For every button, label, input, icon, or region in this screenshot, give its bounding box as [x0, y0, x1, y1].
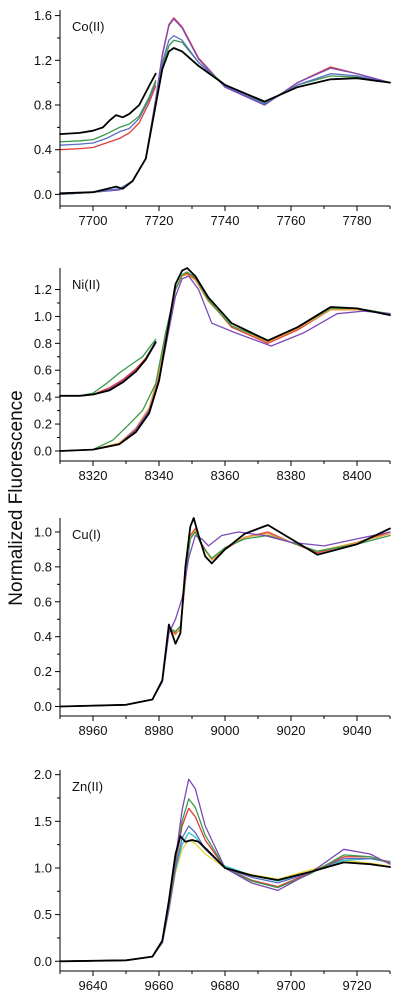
series-line-co-ii-6	[59, 81, 157, 146]
series-line-ni-ii-4	[59, 267, 391, 452]
y-tick-label-ni-ii-0: 0.0	[34, 443, 52, 458]
x-tick-label-co-ii-4: 7780	[343, 213, 372, 228]
series-line-zn-ii-4	[59, 798, 391, 962]
x-tick-label-ni-ii-1: 8340	[145, 468, 174, 483]
y-tick-label-ni-ii-2: 0.4	[34, 390, 52, 405]
x-tick-label-cu-i-2: 9000	[211, 723, 240, 738]
x-tick-label-cu-i-1: 8980	[145, 723, 174, 738]
series-line-co-ii-1	[59, 18, 391, 196]
x-tick-label-cu-i-4: 9040	[343, 723, 372, 738]
x-tick-label-zn-ii-0: 9640	[79, 978, 108, 993]
series-line-co-ii-4	[59, 47, 391, 195]
x-tick-label-co-ii-3: 7760	[277, 213, 306, 228]
x-tick-label-co-ii-1: 7720	[145, 213, 174, 228]
panel-cu-i: 0.0 0.2 0.4 0.6 0.8 1.0 8960 8980 9000 9020 9040 Cu…	[34, 517, 391, 738]
y-tick-label-ni-ii-5: 1.0	[34, 309, 52, 324]
panel-label-zn-ii: Zn(II)	[72, 779, 103, 794]
panel-zn-ii: 0.0 0.5 1.0 1.5 2.0 9640 9660 9680 9700 9720 Zn(II…	[34, 767, 391, 993]
y-tick-label-cu-i-3: 0.6	[34, 594, 52, 609]
y-tick-label-cu-i-5: 1.0	[34, 524, 52, 539]
series-line-co-ii-3	[59, 35, 391, 196]
panel-label-co-ii: Co(II)	[72, 19, 105, 34]
x-tick-label-cu-i-0: 8960	[79, 723, 108, 738]
y-tick-label-zn-ii-0: 0.0	[34, 954, 52, 969]
x-tick-label-ni-ii-0: 8320	[79, 468, 108, 483]
series-line-co-ii-8	[59, 72, 157, 135]
x-tick-label-zn-ii-1: 9660	[145, 978, 174, 993]
series-line-ni-ii-3	[59, 275, 391, 452]
series-line-co-ii-0	[59, 17, 391, 196]
x-tick-label-co-ii-0: 7700	[79, 213, 108, 228]
series-line-ni-ii-8	[59, 341, 157, 397]
y-axis-title: Normalized Fluorescence	[6, 390, 27, 605]
series-line-co-ii-5	[59, 85, 157, 151]
x-tick-label-ni-ii-4: 8400	[343, 468, 372, 483]
series-line-co-ii-2	[59, 39, 391, 196]
x-tick-label-cu-i-3: 9020	[277, 723, 306, 738]
series-line-zn-ii-2	[59, 825, 391, 962]
y-tick-label-co-ii-0: 0.0	[34, 187, 52, 202]
y-tick-label-cu-i-4: 0.8	[34, 559, 52, 574]
y-tick-label-cu-i-0: 0.0	[34, 699, 52, 714]
panel-label-cu-i: Cu(I)	[72, 527, 101, 542]
x-tick-label-zn-ii-2: 9680	[211, 978, 240, 993]
x-tick-label-zn-ii-3: 9700	[277, 978, 306, 993]
y-tick-label-co-ii-2: 0.8	[34, 98, 52, 113]
series-line-ni-ii-2	[59, 271, 391, 452]
panel-ni-ii: 0.0 0.2 0.4 0.6 0.8 1.0 1.2 8320 8340 8360 8380 840…	[34, 267, 391, 483]
y-tick-label-ni-ii-3: 0.6	[34, 363, 52, 378]
x-tick-label-ni-ii-2: 8360	[211, 468, 240, 483]
y-tick-label-co-ii-3: 1.2	[34, 53, 52, 68]
series-line-zn-ii-3	[59, 807, 391, 962]
series-line-zn-ii-5	[59, 778, 391, 962]
series-line-ni-ii-0	[59, 272, 391, 452]
x-tick-label-zn-ii-4: 9720	[343, 978, 372, 993]
series-line-cu-i-4	[59, 517, 391, 708]
y-tick-label-co-ii-1: 0.4	[34, 142, 52, 157]
y-tick-label-zn-ii-1: 0.5	[34, 907, 52, 922]
y-tick-label-cu-i-2: 0.4	[34, 629, 52, 644]
y-tick-label-ni-ii-6: 1.2	[34, 282, 52, 297]
y-tick-label-cu-i-1: 0.2	[34, 664, 52, 679]
x-tick-label-co-ii-2: 7740	[211, 213, 240, 228]
series-line-co-ii-7	[59, 79, 157, 143]
series-line-ni-ii-7	[59, 338, 157, 397]
series-line-cu-i-1	[59, 529, 391, 708]
y-tick-label-ni-ii-4: 0.8	[34, 336, 52, 351]
x-tick-label-ni-ii-3: 8380	[277, 468, 306, 483]
y-tick-label-co-ii-4: 1.6	[34, 8, 52, 23]
series-line-cu-i-2	[59, 531, 391, 708]
series-line-ni-ii-1	[59, 274, 391, 452]
series-line-ni-ii-6	[59, 341, 157, 397]
y-tick-label-zn-ii-4: 2.0	[34, 767, 52, 782]
panel-label-ni-ii: Ni(II)	[72, 277, 100, 292]
series-line-cu-i-0	[59, 527, 391, 708]
y-tick-label-zn-ii-2: 1.0	[34, 860, 52, 875]
y-tick-label-ni-ii-1: 0.2	[34, 417, 52, 432]
series-line-cu-i-3	[59, 531, 391, 708]
y-tick-label-zn-ii-3: 1.5	[34, 814, 52, 829]
panel-co-ii: 0.0 0.4 0.8 1.2 1.6 7700 7720 7740 7760 7780 Co(II…	[34, 8, 391, 228]
series-line-zn-ii-6	[59, 835, 391, 963]
